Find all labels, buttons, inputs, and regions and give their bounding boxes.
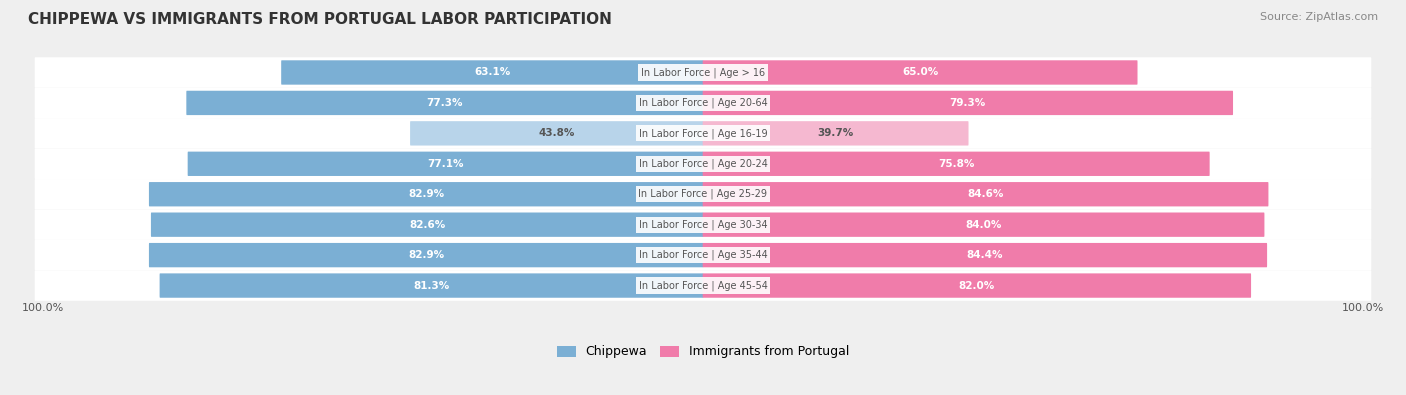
- FancyBboxPatch shape: [703, 121, 969, 145]
- FancyBboxPatch shape: [703, 243, 1267, 267]
- FancyBboxPatch shape: [281, 60, 703, 85]
- FancyBboxPatch shape: [149, 243, 703, 267]
- FancyBboxPatch shape: [411, 121, 703, 145]
- Text: 63.1%: 63.1%: [474, 68, 510, 77]
- FancyBboxPatch shape: [35, 240, 1371, 270]
- Text: In Labor Force | Age > 16: In Labor Force | Age > 16: [641, 67, 765, 78]
- FancyBboxPatch shape: [187, 91, 703, 115]
- Text: 81.3%: 81.3%: [413, 280, 450, 291]
- Text: In Labor Force | Age 35-44: In Labor Force | Age 35-44: [638, 250, 768, 260]
- FancyBboxPatch shape: [35, 88, 1371, 118]
- Text: 82.9%: 82.9%: [408, 250, 444, 260]
- Text: In Labor Force | Age 20-24: In Labor Force | Age 20-24: [638, 158, 768, 169]
- Text: In Labor Force | Age 45-54: In Labor Force | Age 45-54: [638, 280, 768, 291]
- Text: 84.4%: 84.4%: [967, 250, 1002, 260]
- FancyBboxPatch shape: [35, 149, 1371, 179]
- FancyBboxPatch shape: [703, 182, 1268, 207]
- FancyBboxPatch shape: [703, 152, 1209, 176]
- FancyBboxPatch shape: [35, 57, 1371, 88]
- FancyBboxPatch shape: [703, 91, 1233, 115]
- FancyBboxPatch shape: [35, 209, 1371, 240]
- FancyBboxPatch shape: [35, 270, 1371, 301]
- Text: 82.9%: 82.9%: [408, 189, 444, 199]
- Text: CHIPPEWA VS IMMIGRANTS FROM PORTUGAL LABOR PARTICIPATION: CHIPPEWA VS IMMIGRANTS FROM PORTUGAL LAB…: [28, 12, 612, 27]
- Text: 82.6%: 82.6%: [409, 220, 446, 229]
- Text: 43.8%: 43.8%: [538, 128, 575, 138]
- Text: In Labor Force | Age 30-34: In Labor Force | Age 30-34: [638, 220, 768, 230]
- Text: 77.1%: 77.1%: [427, 159, 464, 169]
- FancyBboxPatch shape: [703, 60, 1137, 85]
- FancyBboxPatch shape: [35, 118, 1371, 149]
- Text: 100.0%: 100.0%: [1343, 303, 1385, 313]
- Text: 82.0%: 82.0%: [959, 280, 995, 291]
- Text: In Labor Force | Age 20-64: In Labor Force | Age 20-64: [638, 98, 768, 108]
- Text: In Labor Force | Age 25-29: In Labor Force | Age 25-29: [638, 189, 768, 199]
- FancyBboxPatch shape: [150, 213, 703, 237]
- Text: 84.0%: 84.0%: [966, 220, 1001, 229]
- FancyBboxPatch shape: [187, 152, 703, 176]
- Legend: Chippewa, Immigrants from Portugal: Chippewa, Immigrants from Portugal: [553, 340, 853, 363]
- Text: In Labor Force | Age 16-19: In Labor Force | Age 16-19: [638, 128, 768, 139]
- Text: 100.0%: 100.0%: [21, 303, 63, 313]
- FancyBboxPatch shape: [703, 213, 1264, 237]
- Text: 84.6%: 84.6%: [967, 189, 1004, 199]
- Text: 75.8%: 75.8%: [938, 159, 974, 169]
- Text: Source: ZipAtlas.com: Source: ZipAtlas.com: [1260, 12, 1378, 22]
- Text: 77.3%: 77.3%: [426, 98, 463, 108]
- FancyBboxPatch shape: [703, 273, 1251, 298]
- FancyBboxPatch shape: [149, 182, 703, 207]
- FancyBboxPatch shape: [35, 179, 1371, 209]
- Text: 39.7%: 39.7%: [817, 128, 853, 138]
- FancyBboxPatch shape: [160, 273, 703, 298]
- Text: 65.0%: 65.0%: [903, 68, 938, 77]
- Text: 79.3%: 79.3%: [949, 98, 986, 108]
